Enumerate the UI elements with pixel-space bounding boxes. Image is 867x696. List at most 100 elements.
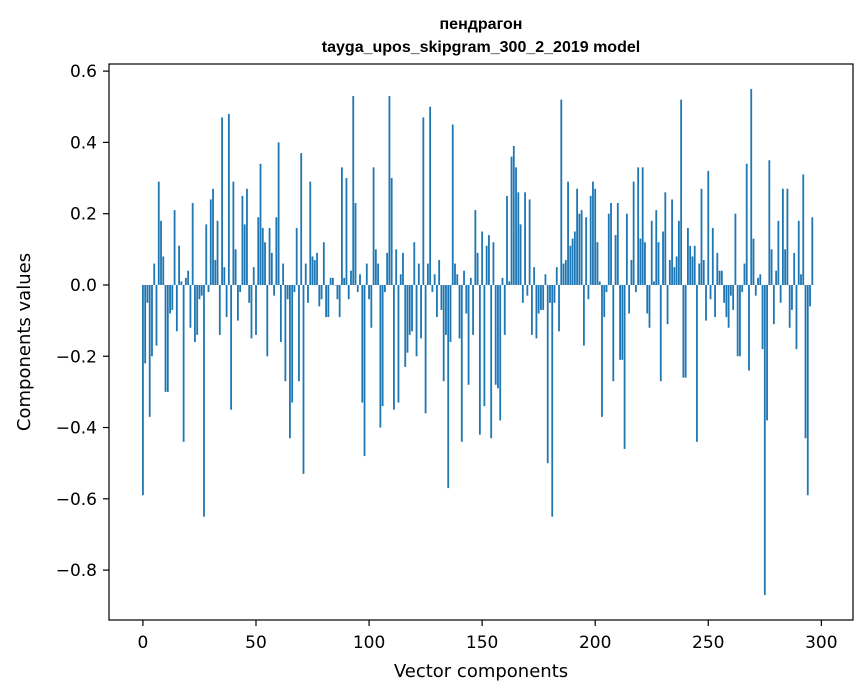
bar — [729, 284, 732, 296]
bar — [707, 170, 710, 285]
bar — [544, 274, 547, 285]
bar — [388, 96, 391, 285]
bar — [173, 210, 176, 285]
bar — [709, 284, 712, 300]
bar — [614, 235, 617, 285]
y-tick-label: 0.4 — [70, 133, 97, 153]
bar — [497, 284, 499, 389]
bar — [492, 242, 495, 285]
bar — [784, 249, 787, 285]
y-tick-label: −0.2 — [56, 347, 97, 367]
bar — [512, 145, 515, 285]
bar — [687, 227, 689, 285]
bar — [526, 284, 529, 296]
bar — [567, 181, 569, 285]
bar — [589, 195, 592, 285]
bar — [727, 284, 730, 328]
y-tick-label: −0.8 — [56, 561, 97, 581]
bar — [377, 263, 380, 285]
bar — [212, 188, 214, 285]
bar — [175, 284, 178, 332]
bar — [227, 113, 230, 285]
bar — [770, 249, 773, 285]
bar — [205, 224, 208, 285]
chart-title-line1: пендрагон — [440, 16, 523, 33]
bar — [151, 284, 153, 357]
bar — [454, 263, 456, 285]
bar — [420, 284, 422, 339]
x-tick-label: 0 — [138, 633, 149, 653]
bar — [515, 167, 517, 285]
y-tick-label: −0.6 — [56, 490, 97, 510]
bar — [218, 284, 221, 335]
bar — [250, 284, 253, 339]
bar — [374, 249, 377, 285]
bar — [499, 284, 502, 421]
bar — [675, 256, 678, 285]
bar — [424, 284, 427, 414]
bar — [508, 281, 511, 285]
bar — [752, 238, 755, 285]
bar — [549, 284, 551, 303]
bar — [447, 284, 450, 489]
bar — [368, 284, 370, 300]
bar — [625, 213, 628, 285]
bar — [490, 284, 493, 439]
bar — [465, 284, 468, 314]
bar — [680, 99, 683, 285]
y-tick-label: −0.4 — [56, 419, 97, 439]
y-tick-label: 0.6 — [70, 62, 97, 82]
bar — [655, 210, 658, 285]
bar — [596, 242, 599, 285]
bar — [169, 284, 171, 314]
x-axis-label: Vector components — [394, 661, 568, 682]
bar — [196, 284, 199, 335]
bar — [162, 256, 165, 285]
bar — [689, 245, 692, 285]
bar — [524, 192, 526, 285]
bar — [506, 195, 508, 285]
bar — [408, 284, 411, 335]
x-tick-label: 250 — [692, 633, 724, 653]
bar — [166, 284, 169, 392]
bar — [510, 156, 513, 285]
bar — [696, 284, 698, 442]
bar — [413, 242, 416, 285]
bar — [754, 284, 757, 296]
bar — [576, 188, 579, 285]
bar — [463, 270, 465, 285]
bar — [806, 284, 809, 496]
bar — [189, 284, 192, 328]
bar — [791, 284, 793, 310]
bar — [621, 284, 624, 360]
bar — [779, 284, 782, 303]
bar — [573, 231, 576, 285]
bar — [338, 284, 341, 318]
bar — [483, 284, 486, 407]
bar — [601, 284, 603, 417]
bar — [352, 96, 355, 285]
bar — [275, 217, 278, 285]
bar — [291, 284, 294, 403]
bar — [646, 284, 649, 314]
bar — [286, 284, 289, 300]
bar — [232, 181, 235, 285]
bar — [750, 88, 753, 285]
bar — [684, 284, 687, 378]
bar — [725, 284, 728, 318]
bar — [540, 284, 542, 310]
bar — [564, 260, 567, 285]
chart-title-line2: tayga_upos_skipgram_300_2_2019 model — [322, 39, 640, 56]
bar — [184, 277, 187, 285]
bar — [248, 284, 251, 303]
bar — [433, 274, 436, 285]
x-tick-label: 150 — [466, 633, 498, 653]
bar — [451, 124, 454, 285]
bar — [230, 284, 233, 410]
bar — [748, 284, 750, 371]
bar — [650, 220, 653, 285]
plot-frame — [108, 63, 854, 621]
bar — [429, 106, 432, 285]
bar — [442, 284, 445, 382]
bar — [178, 245, 181, 285]
